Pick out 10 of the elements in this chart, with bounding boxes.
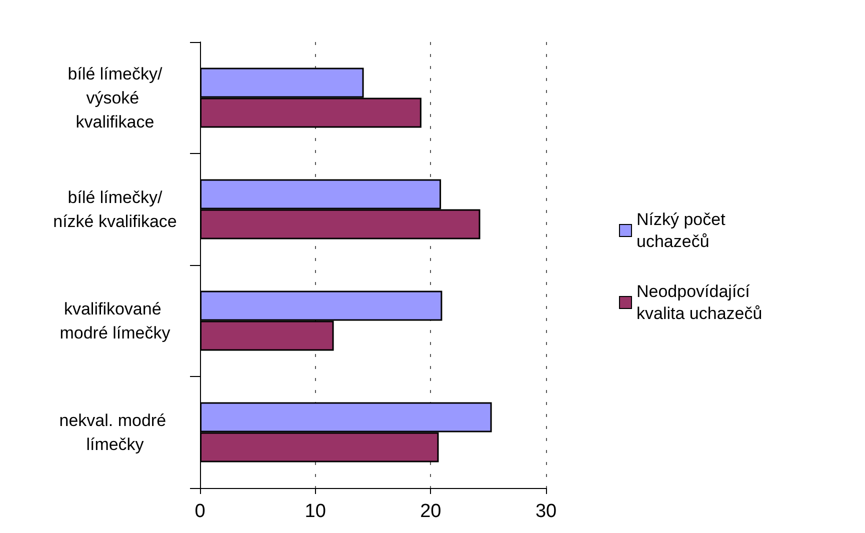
legend-label: Nízký počet uchazečů — [636, 210, 730, 251]
x-tick-label: 0 — [194, 501, 206, 522]
y-tick-label: nekval. modré límečky — [59, 410, 171, 454]
legend-label: Neodpovídající kvalita uchazečů — [636, 282, 762, 323]
y-tick-label: kvalifikované modré límečky — [60, 299, 171, 342]
y-tick-label: bílé límečky/nízké kvalifikace — [53, 188, 177, 231]
y-tick-label: bílé límečky/výsoké kvalifikace — [68, 64, 163, 132]
x-tick-label: 30 — [535, 501, 557, 522]
x-tick-label: 10 — [304, 501, 326, 522]
x-tick-label: 20 — [420, 501, 442, 522]
